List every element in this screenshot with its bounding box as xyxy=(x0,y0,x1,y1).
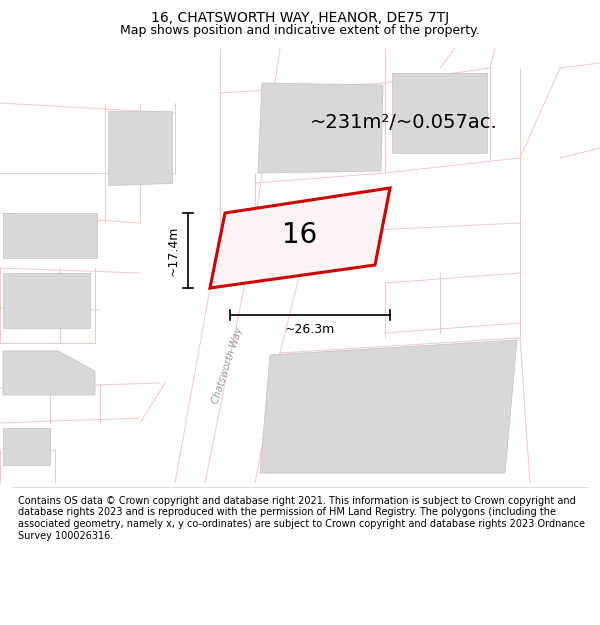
Text: ~26.3m: ~26.3m xyxy=(285,323,335,336)
Polygon shape xyxy=(3,213,97,258)
Polygon shape xyxy=(260,340,517,473)
Polygon shape xyxy=(258,83,383,173)
Text: Contains OS data © Crown copyright and database right 2021. This information is : Contains OS data © Crown copyright and d… xyxy=(18,496,585,541)
Polygon shape xyxy=(392,73,487,153)
Text: ~17.4m: ~17.4m xyxy=(167,225,180,276)
Polygon shape xyxy=(210,188,390,288)
Polygon shape xyxy=(230,198,380,278)
Polygon shape xyxy=(3,273,90,328)
Text: Chatsworth Way: Chatsworth Way xyxy=(211,326,245,404)
Text: 16: 16 xyxy=(283,221,317,249)
Text: ~231m²/~0.057ac.: ~231m²/~0.057ac. xyxy=(310,114,498,132)
Polygon shape xyxy=(108,111,172,185)
Text: 16, CHATSWORTH WAY, HEANOR, DE75 7TJ: 16, CHATSWORTH WAY, HEANOR, DE75 7TJ xyxy=(151,11,449,24)
Text: Map shows position and indicative extent of the property.: Map shows position and indicative extent… xyxy=(120,24,480,38)
Polygon shape xyxy=(3,428,50,465)
Polygon shape xyxy=(3,351,95,395)
